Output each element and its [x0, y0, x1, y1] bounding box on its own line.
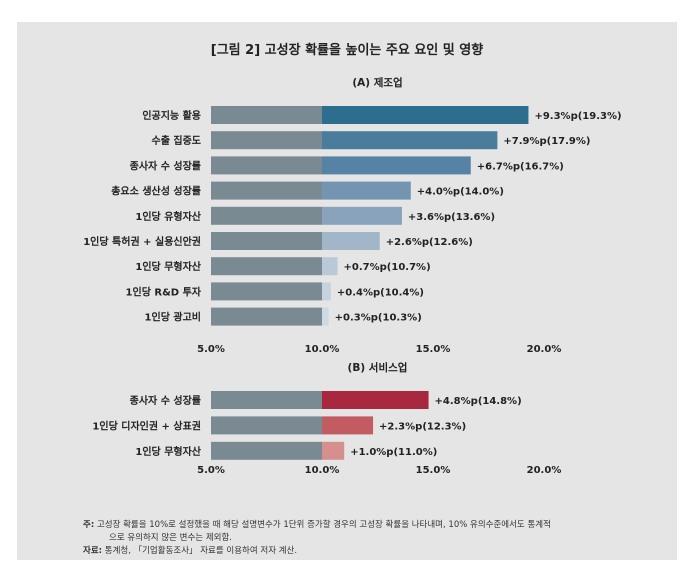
data-label: +4.0%p(14.0%): [417, 187, 504, 198]
data-label: +2.3%p(12.3%): [379, 421, 466, 432]
data-label: +3.6%p(13.6%): [408, 212, 495, 223]
category-label: 1인당 유형자산: [135, 210, 201, 223]
category-label: 1인당 디자인권 + 상표권: [92, 419, 201, 432]
data-label: +2.6%p(12.6%): [386, 237, 473, 248]
data-label: +1.0%p(11.0%): [350, 447, 437, 458]
increase-bar: [322, 416, 374, 435]
increase-bar: [322, 106, 529, 124]
increase-bar: [322, 391, 429, 409]
source-line: 자료: 통계청, 「기업활동조사」 자료를 이용하여 저자 계산.: [83, 545, 643, 558]
x-tick-label: 20.0%: [527, 344, 562, 355]
data-label: +9.3%p(19.3%): [534, 111, 621, 122]
x-tick-label: 10.0%: [305, 465, 340, 476]
category-label: 종사자 수 성장률: [130, 394, 201, 407]
category-label: 총요소 생산성 성장률: [111, 185, 201, 198]
baseline-bar: [211, 181, 322, 200]
x-tick-label: 10.0%: [305, 344, 340, 355]
baseline-bar: [211, 282, 322, 301]
chart-canvas: [그림 2] 고성장 확률을 높이는 주요 요인 및 영향 (A) 제조업인공지…: [83, 42, 621, 476]
source-text: 통계청, 「기업활동조사」 자료를 이용하여 저자 계산.: [104, 546, 298, 556]
data-label: +0.3%p(10.3%): [335, 313, 422, 324]
data-label: +4.8%p(14.8%): [435, 396, 522, 407]
baseline-bar: [211, 232, 322, 250]
x-tick-label: 15.0%: [416, 344, 451, 355]
data-label: +0.4%p(10.4%): [337, 287, 424, 298]
increase-bar: [322, 181, 411, 200]
baseline-bar: [211, 257, 322, 276]
increase-bar: [322, 232, 380, 250]
increase-bar: [322, 206, 402, 225]
x-tick-label: 5.0%: [197, 344, 225, 355]
note-line-1: 주: 고성장 확률을 10%로 설정했을 때 해당 설명변수가 1단위 증가할 …: [83, 519, 643, 532]
data-label: +7.9%p(17.9%): [503, 136, 590, 147]
section-title-services: (B) 서비스업: [348, 361, 408, 374]
data-label: +0.7%p(10.7%): [344, 262, 431, 273]
increase-bar: [322, 131, 498, 150]
category-label: 인공지능 활용: [142, 109, 201, 122]
category-label: 수출 집중도: [152, 134, 201, 147]
section-title-manufacturing: (A) 제조업: [352, 76, 402, 89]
category-label: 1인당 R&D 투자: [126, 285, 202, 298]
figure-title: [그림 2] 고성장 확률을 높이는 주요 요인 및 영향: [211, 42, 483, 58]
increase-bar: [322, 441, 345, 460]
baseline-bar: [211, 131, 322, 150]
note-text-1: 고성장 확률을 10%로 설정했을 때 해당 설명변수가 1단위 증가할 경우의…: [96, 520, 551, 530]
data-label: +6.7%p(16.7%): [477, 161, 564, 172]
increase-bar: [322, 257, 338, 276]
baseline-bar: [211, 416, 322, 435]
footnotes: 주: 고성장 확률을 10%로 설정했을 때 해당 설명변수가 1단위 증가할 …: [83, 519, 643, 558]
x-tick-label: 20.0%: [527, 465, 562, 476]
increase-bar: [322, 156, 471, 175]
increase-bar: [322, 282, 331, 301]
source-label: 자료:: [83, 546, 103, 556]
category-label: 1인당 특허권 + 실용신안권: [83, 235, 201, 248]
note-label: 주:: [83, 520, 95, 530]
baseline-bar: [211, 441, 322, 460]
note-line-2: 으로 유의하지 않은 변수는 제외함.: [83, 532, 643, 545]
increase-bar: [322, 307, 329, 326]
category-label: 1인당 무형자산: [135, 260, 201, 273]
baseline-bar: [211, 307, 322, 326]
category-label: 1인당 광고비: [145, 311, 201, 324]
baseline-bar: [211, 206, 322, 225]
baseline-bar: [211, 156, 322, 175]
baseline-bar: [211, 391, 322, 409]
x-tick-label: 15.0%: [416, 465, 451, 476]
note-text-2: 으로 유의하지 않은 변수는 제외함.: [109, 533, 232, 543]
x-tick-label: 5.0%: [197, 465, 225, 476]
category-label: 종사자 수 성장률: [130, 159, 201, 172]
category-label: 1인당 무형자산: [135, 445, 201, 458]
baseline-bar: [211, 106, 322, 124]
